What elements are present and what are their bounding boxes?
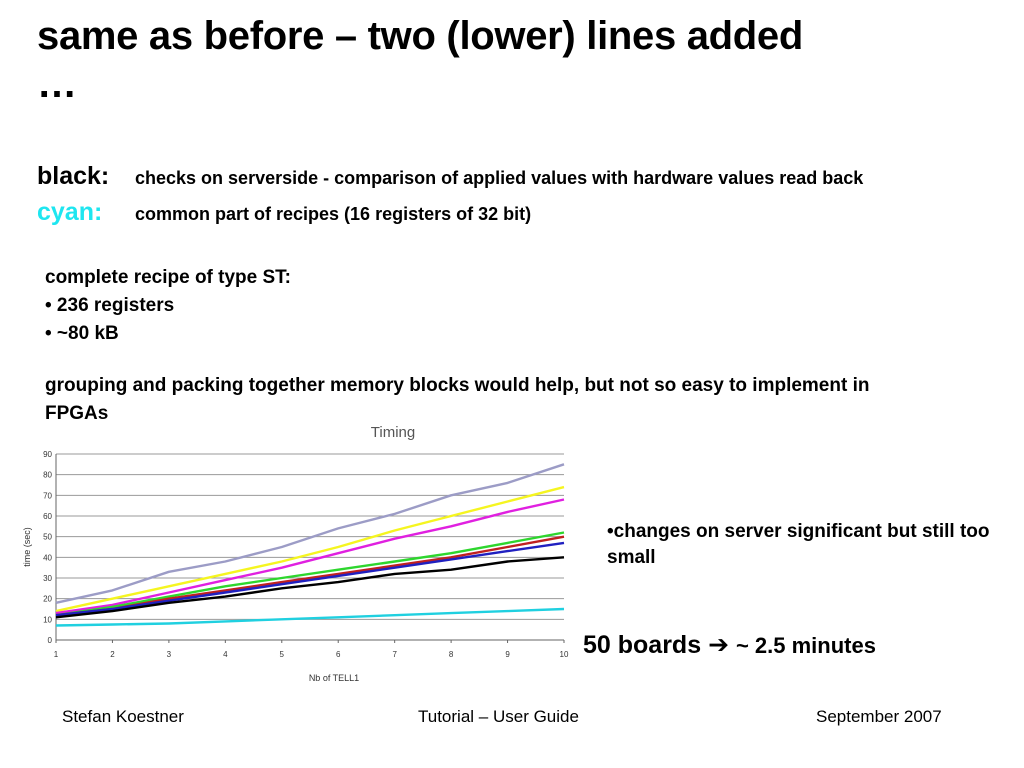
legend-cyan-row: cyan: common part of recipes (16 register… xyxy=(37,198,531,227)
legend-black-desc: checks on serverside - comparison of app… xyxy=(135,168,864,188)
series-line-4 xyxy=(55,531,565,617)
recipe-block: complete recipe of type ST: • 236 regist… xyxy=(45,264,291,348)
grouping-note: grouping and packing together memory blo… xyxy=(45,375,870,424)
timing-chart: Timing 0 10 20 30 40 50 60 70 80 90 1 2 3 4 5 6 7 8 9 10 Nb o… xyxy=(22,424,569,683)
y-tick-label: 0 xyxy=(48,636,53,645)
series-line-1 xyxy=(55,463,565,604)
series-line-6 xyxy=(55,541,565,617)
x-tick-label: 5 xyxy=(280,650,285,659)
x-tick-label: 10 xyxy=(560,650,569,659)
x-tick-label: 8 xyxy=(449,650,454,659)
slide-title: same as before – two (lower) lines added… xyxy=(37,14,804,106)
y-tick-label: 90 xyxy=(43,450,52,459)
y-tick-label: 40 xyxy=(43,553,52,562)
x-tick-label: 2 xyxy=(110,650,115,659)
x-axis-label: Nb of TELL1 xyxy=(309,673,359,683)
legend-black-key: black: xyxy=(37,162,110,190)
legend-black-row: black: checks on serverside - comparison … xyxy=(37,162,863,191)
boards-count: 50 boards xyxy=(583,631,702,659)
series-line-8 xyxy=(55,607,565,627)
recipe-bullet-size: • ~80 kB xyxy=(45,323,119,344)
x-tick-label: 4 xyxy=(223,650,228,659)
x-tick-label: 9 xyxy=(505,650,510,659)
y-tick-label: 80 xyxy=(43,471,52,480)
y-tick-label: 20 xyxy=(43,595,52,604)
y-tick-label: 30 xyxy=(43,574,52,583)
recipe-heading: complete recipe of type ST: xyxy=(45,267,292,288)
y-axis-label: time (sec) xyxy=(22,527,32,567)
boards-estimate: 50 boards ➔ ~ 2.5 minutes xyxy=(583,630,876,660)
changes-note: •changes on server significant but still… xyxy=(607,521,990,568)
right-arrow-icon: ➔ xyxy=(708,631,730,659)
footer-title: Tutorial – User Guide xyxy=(418,707,579,726)
x-tick-label: 1 xyxy=(54,650,59,659)
footer-date: September 2007 xyxy=(816,707,942,726)
x-tick-label: 7 xyxy=(392,650,397,659)
chart-title: Timing xyxy=(371,424,415,441)
recipe-bullet-registers: • 236 registers xyxy=(45,295,175,316)
y-tick-label: 70 xyxy=(43,491,52,500)
x-tick-label: 6 xyxy=(336,650,341,659)
series-line-3 xyxy=(55,498,565,615)
series-line-7 xyxy=(55,556,565,619)
boards-time: ~ 2.5 minutes xyxy=(735,633,876,658)
y-tick-label: 60 xyxy=(43,512,52,521)
y-tick-label: 50 xyxy=(43,533,52,542)
legend-cyan-key: cyan: xyxy=(37,198,103,226)
x-tick-label: 3 xyxy=(167,650,172,659)
y-tick-label: 10 xyxy=(43,615,52,624)
footer-author: Stefan Koestner xyxy=(62,707,184,726)
legend-cyan-desc: common part of recipes (16 registers of … xyxy=(135,204,532,224)
series-line-2 xyxy=(55,485,565,613)
